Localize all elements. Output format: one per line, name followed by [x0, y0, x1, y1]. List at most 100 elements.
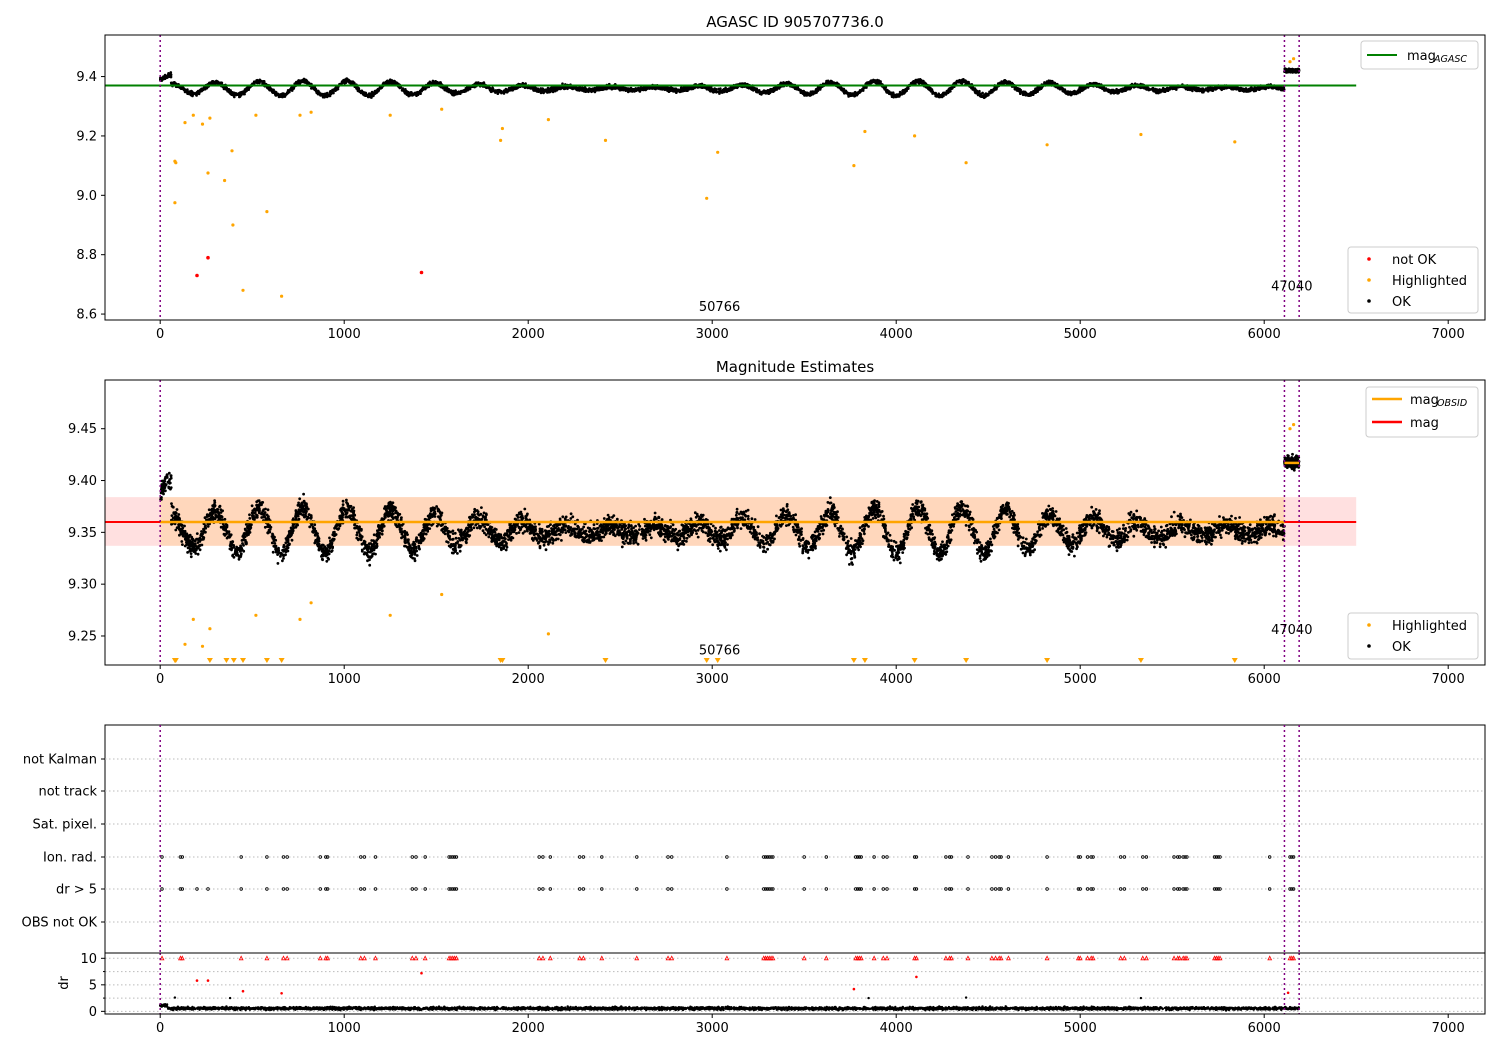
ok-point	[459, 89, 463, 93]
ok-point	[1110, 88, 1113, 92]
ok-point	[558, 87, 561, 90]
ok-point	[1077, 88, 1081, 91]
ok-point	[671, 89, 675, 93]
ok-point	[189, 93, 193, 97]
ok-point	[432, 80, 436, 84]
ok-point	[551, 86, 554, 90]
ok-point	[233, 95, 236, 99]
ok-point	[826, 79, 830, 83]
ok-point	[644, 87, 648, 90]
ok-point	[462, 90, 466, 93]
ok-point	[923, 81, 926, 84]
ok-point	[262, 80, 266, 83]
ok-point	[990, 89, 993, 93]
ok-point	[935, 95, 939, 98]
ok-point	[1270, 86, 1274, 90]
ok-point	[1207, 87, 1210, 91]
panel1-title: AGASC ID 905707736.0	[706, 13, 884, 31]
ok-point	[422, 87, 426, 90]
ok-point	[1244, 87, 1248, 90]
ok-point	[726, 89, 729, 92]
ok-point	[539, 89, 542, 93]
ok-point	[971, 86, 975, 89]
ok-point	[198, 91, 201, 94]
ok-point	[184, 89, 188, 93]
ok-point	[282, 94, 286, 98]
ok-point	[1043, 81, 1046, 84]
ok-point	[907, 87, 910, 90]
ok-point	[1142, 86, 1146, 89]
ok-point	[274, 93, 277, 96]
ok-point	[189, 90, 192, 93]
ok-point	[576, 88, 579, 91]
ok-point	[1046, 80, 1049, 83]
ok-point	[949, 89, 952, 93]
ok-point	[465, 87, 469, 90]
ok-point	[1031, 92, 1034, 96]
ok-point	[237, 93, 241, 96]
ok-point	[489, 87, 492, 91]
ok-point	[1155, 91, 1158, 95]
ok-point	[853, 94, 857, 98]
ok-point	[321, 95, 325, 99]
ok-point	[1162, 90, 1166, 93]
ok-point	[246, 86, 249, 90]
ok-point	[680, 90, 683, 93]
ok-point	[930, 89, 934, 92]
ok-point	[587, 89, 590, 93]
ok-point	[892, 93, 896, 97]
ok-point	[498, 89, 502, 92]
ok-point	[1247, 89, 1250, 92]
ok-point	[345, 77, 348, 81]
ok-point	[669, 89, 672, 92]
ok-point	[1039, 87, 1043, 90]
ok-point	[532, 89, 535, 92]
ok-point	[1210, 88, 1214, 92]
ok-point	[975, 89, 979, 93]
ok-point	[861, 87, 865, 91]
ok-point	[352, 81, 356, 85]
ok-point	[1061, 87, 1065, 91]
ok-point	[556, 87, 559, 91]
ok-point	[496, 92, 500, 95]
ok-point	[715, 91, 718, 94]
ok-point	[981, 94, 984, 97]
ok-point	[650, 87, 653, 90]
ok-point	[342, 80, 346, 83]
ok-point	[1083, 86, 1087, 90]
ok-point	[1168, 87, 1171, 90]
ok-point	[851, 92, 854, 95]
ok-point	[1267, 86, 1270, 90]
ok-point	[916, 80, 920, 84]
ok-point	[1116, 88, 1120, 92]
ok-point	[597, 87, 600, 90]
ok-point	[369, 92, 373, 95]
ok-point	[945, 91, 948, 94]
ok-point	[438, 81, 442, 84]
ok-point	[333, 87, 337, 91]
ok-point	[1026, 93, 1030, 97]
ok-point	[1094, 81, 1098, 85]
ok-point	[186, 92, 189, 95]
ok-point	[973, 88, 976, 91]
ok-point	[911, 81, 915, 84]
ok-point	[548, 87, 551, 91]
ok-point	[233, 91, 236, 95]
ok-point	[750, 86, 753, 89]
ok-point	[194, 93, 198, 96]
ok-point	[602, 86, 606, 89]
ok-point	[1152, 89, 1155, 93]
ok-point	[561, 86, 564, 90]
ok-point	[242, 92, 245, 96]
ok-point	[491, 88, 495, 92]
ok-point	[1122, 89, 1125, 93]
ok-point	[724, 86, 727, 90]
ok-point	[663, 88, 667, 92]
ok-point	[723, 90, 726, 94]
ok-point	[870, 80, 874, 83]
ok-point	[427, 82, 430, 85]
ok-point	[279, 93, 283, 96]
ok-point	[827, 81, 831, 85]
ok-point	[1018, 89, 1021, 92]
